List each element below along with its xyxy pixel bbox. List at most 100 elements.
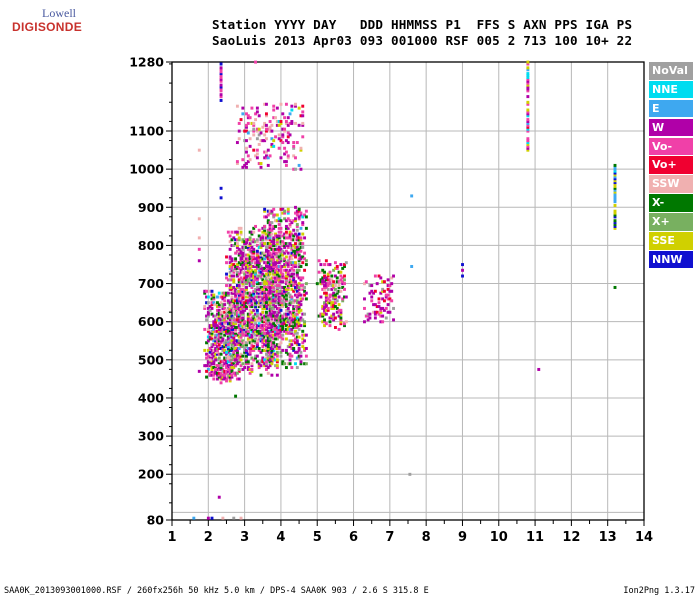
- echo-point: [246, 278, 250, 282]
- echo-point: [270, 255, 274, 259]
- echo-point: [270, 123, 274, 127]
- echo-point: [290, 331, 294, 335]
- echo-point: [225, 339, 228, 343]
- echo-point: [526, 120, 530, 124]
- echo-point: [255, 255, 259, 259]
- echo-point: [263, 335, 267, 339]
- echo-point: [295, 324, 299, 328]
- echo-point: [265, 345, 268, 349]
- echo-point: [263, 331, 267, 335]
- echo-point: [328, 282, 332, 286]
- echo-point: [263, 226, 267, 230]
- echo-point: [226, 375, 230, 379]
- echo-point: [252, 316, 256, 320]
- echo-point: [230, 295, 234, 299]
- echo-point: [337, 284, 341, 288]
- echo-point: [266, 274, 270, 278]
- echo-point: [215, 305, 219, 309]
- echo-point: [239, 322, 243, 326]
- echo-point: [321, 306, 325, 310]
- echo-point: [272, 287, 276, 291]
- echo-point: [257, 289, 261, 293]
- echo-point: [225, 360, 228, 364]
- echo-point: [248, 272, 252, 276]
- echo-point: [328, 293, 332, 297]
- echo-point: [284, 242, 288, 246]
- echo-point: [225, 352, 228, 356]
- echo-point: [239, 354, 243, 358]
- echo-point: [275, 337, 279, 341]
- echo-point: [268, 234, 272, 238]
- echo-point: [261, 244, 265, 248]
- echo-point: [272, 240, 276, 244]
- y-tick-label: 200: [138, 467, 164, 482]
- echo-point: [270, 247, 274, 251]
- echo-point: [283, 264, 287, 268]
- echo-point: [243, 348, 247, 352]
- echo-point: [270, 322, 274, 326]
- echo-point: [219, 75, 223, 79]
- echo-point: [245, 257, 248, 261]
- echo-point: [290, 354, 294, 358]
- echo-point: [226, 343, 230, 347]
- echo-point: [261, 333, 265, 337]
- echo-point: [250, 337, 254, 341]
- echo-point: [203, 306, 207, 310]
- echo-point: [221, 318, 225, 322]
- echo-point: [261, 251, 265, 255]
- echo-point: [613, 215, 617, 219]
- echo-point: [252, 247, 256, 251]
- echo-point: [237, 326, 241, 330]
- echo-point: [239, 339, 243, 343]
- echo-point: [266, 320, 270, 324]
- echo-point: [219, 327, 223, 331]
- echo-point: [246, 303, 250, 307]
- echo-point: [226, 346, 230, 350]
- echo-point: [235, 272, 239, 276]
- echo-point: [283, 259, 287, 263]
- echo-point: [537, 367, 541, 371]
- echo-point: [284, 232, 288, 236]
- echo-point: [223, 314, 227, 318]
- echo-point: [237, 377, 241, 381]
- echo-point: [277, 276, 281, 280]
- echo-point: [245, 306, 248, 310]
- echo-point: [219, 70, 223, 74]
- echo-point: [286, 135, 290, 139]
- echo-point: [268, 242, 272, 246]
- echo-point: [246, 266, 250, 270]
- echo-point: [288, 268, 292, 272]
- echo-point: [277, 245, 281, 249]
- echo-point: [243, 240, 247, 244]
- echo-point: [245, 112, 248, 116]
- echo-point: [255, 249, 259, 253]
- echo-point: [272, 324, 276, 328]
- echo-point: [228, 335, 232, 339]
- echo-point: [272, 268, 276, 272]
- echo-point: [225, 261, 228, 265]
- echo-point: [274, 276, 277, 280]
- echo-point: [243, 343, 247, 347]
- echo-point: [245, 333, 248, 337]
- echo-point: [197, 247, 201, 251]
- echo-point: [295, 343, 299, 347]
- echo-point: [281, 242, 285, 246]
- echo-point: [219, 367, 223, 371]
- echo-point: [261, 282, 265, 286]
- echo-point: [275, 278, 279, 282]
- echo-point: [263, 318, 267, 322]
- echo-point: [252, 289, 256, 293]
- echo-point: [410, 194, 414, 198]
- echo-point: [279, 291, 283, 295]
- echo-point: [283, 236, 287, 240]
- echo-point: [526, 72, 530, 76]
- echo-point: [239, 257, 243, 261]
- echo-point: [297, 343, 301, 347]
- echo-point: [254, 322, 258, 326]
- echo-point: [281, 285, 285, 289]
- echo-point: [268, 236, 272, 240]
- echo-point: [259, 305, 263, 309]
- echo-point: [226, 369, 230, 373]
- echo-point: [252, 308, 256, 312]
- echo-point: [237, 238, 241, 242]
